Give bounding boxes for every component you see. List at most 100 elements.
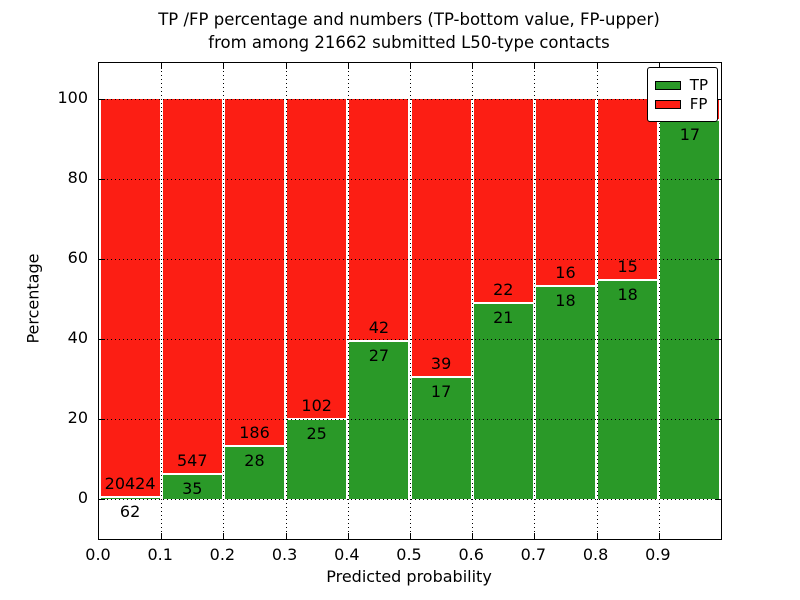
gridline-v (347, 63, 349, 539)
fp-swatch-icon (654, 99, 681, 109)
legend-row-fp: FP (654, 96, 708, 112)
y-tick-label: 100 (57, 88, 88, 107)
x-axis-tick (472, 533, 474, 539)
x-axis-tick (285, 533, 287, 539)
x-axis-label: Predicted probability (326, 567, 492, 586)
gridline-v (534, 63, 536, 539)
legend: TP FP (646, 67, 718, 122)
y-axis-tick (99, 419, 105, 420)
x-tick-label: 0.5 (396, 545, 422, 564)
legend-label-tp: TP (689, 76, 708, 94)
x-tick-label: 0.2 (209, 545, 236, 564)
gridline-v (161, 63, 163, 539)
y-axis-right-tick (715, 419, 721, 420)
gridline-v (410, 63, 411, 539)
bar-tp-segment (100, 497, 160, 499)
fp-count-label: 547 (177, 450, 208, 470)
bar-tp-segment (535, 287, 596, 499)
x-axis-top-tick (410, 63, 411, 69)
bar-tp-segment (287, 420, 347, 499)
y-tick-label: 40 (67, 328, 88, 347)
y-axis-right-tick (715, 499, 721, 500)
tp-count-label: 18 (617, 284, 638, 304)
gridline-v (596, 63, 598, 539)
bar-fp-segment (535, 99, 596, 288)
y-axis-tick (99, 499, 105, 500)
tp-count-label: 17 (679, 125, 701, 145)
x-axis-tick (410, 533, 411, 539)
chart-title-line2: from among 21662 submitted L50-type cont… (208, 33, 610, 52)
bar-fp-segment (473, 99, 533, 304)
y-axis-right-tick (715, 99, 721, 100)
y-axis-right-tick (715, 179, 721, 180)
x-axis-tick (534, 533, 536, 539)
gridline-v (658, 63, 660, 539)
x-tick-label: 0.9 (645, 545, 671, 564)
fp-count-label: 42 (368, 318, 390, 338)
x-tick-label: 0.8 (582, 545, 609, 564)
x-axis-top-tick (223, 63, 225, 69)
bar-tp-segment (349, 342, 409, 499)
x-axis-tick (658, 533, 660, 539)
y-axis-tick (99, 179, 105, 180)
chart-title-line1: TP /FP percentage and numbers (TP-bottom… (158, 10, 660, 29)
bar-fp-segment (162, 99, 222, 475)
bar-fp-segment (598, 99, 658, 281)
x-tick-label: 0.1 (147, 545, 173, 564)
y-tick-label: 20 (67, 408, 88, 427)
x-tick-label: 0.0 (85, 545, 111, 564)
bar-tp-segment (411, 377, 471, 499)
tp-count-label: 17 (430, 381, 452, 401)
fp-count-label: 186 (239, 422, 270, 442)
bar-tp-segment (598, 280, 658, 499)
gridline-v (285, 63, 287, 539)
plot-area: 20424 62 547 35 186 28 102 25 42 27 39 17 22 21 16 18 15… (98, 62, 722, 540)
x-axis-top-tick (472, 63, 474, 69)
y-tick-label: 80 (67, 168, 88, 187)
x-axis-tick (161, 533, 163, 539)
bar-tp-segment (224, 446, 285, 499)
x-tick-label: 0.6 (458, 545, 484, 564)
x-axis-top-tick (534, 63, 536, 69)
x-axis-top-tick (658, 63, 660, 69)
tp-count-label: 35 (182, 478, 203, 498)
y-axis-tick (99, 339, 105, 340)
y-axis-right-tick (715, 259, 721, 260)
x-tick-label: 0.3 (271, 545, 298, 564)
fp-count-label: 15 (617, 256, 638, 276)
gridline-v (223, 63, 225, 539)
y-axis-tick (99, 99, 105, 100)
x-axis-top-tick (596, 63, 598, 69)
y-axis-tick (99, 259, 105, 260)
x-tick-label: 0.4 (334, 545, 360, 564)
tp-count-label: 62 (119, 501, 141, 521)
x-axis-tick (596, 533, 598, 539)
bar-tp-segment (660, 121, 720, 499)
x-axis-tick (223, 533, 225, 539)
fp-count-label: 102 (301, 396, 332, 416)
tp-count-label: 28 (244, 450, 265, 470)
y-tick-label: 0 (77, 488, 88, 507)
bar-fp-segment (100, 99, 160, 498)
y-axis-label: Percentage (23, 253, 43, 344)
fp-count-label: 39 (430, 353, 452, 373)
tp-swatch-icon (654, 80, 681, 90)
x-tick-label: 0.7 (520, 545, 547, 564)
gridline-v (472, 63, 474, 539)
legend-row-tp: TP (654, 76, 708, 94)
tp-count-label: 21 (493, 307, 514, 327)
y-axis-right-tick (715, 339, 721, 340)
bar-tp-segment (162, 474, 222, 499)
tp-count-label: 18 (555, 291, 576, 311)
tp-count-label: 25 (306, 424, 327, 444)
x-axis-tick (347, 533, 349, 539)
fp-count-label: 20424 (104, 473, 156, 493)
bar-fp-segment (349, 99, 409, 343)
bar-fp-segment (411, 99, 471, 378)
chart-title: TP /FP percentage and numbers (TP-bottom… (98, 8, 720, 54)
y-tick-label: 60 (67, 248, 88, 267)
bar-tp-segment (473, 303, 533, 499)
tp-count-label: 27 (368, 346, 390, 366)
x-axis-top-tick (347, 63, 349, 69)
